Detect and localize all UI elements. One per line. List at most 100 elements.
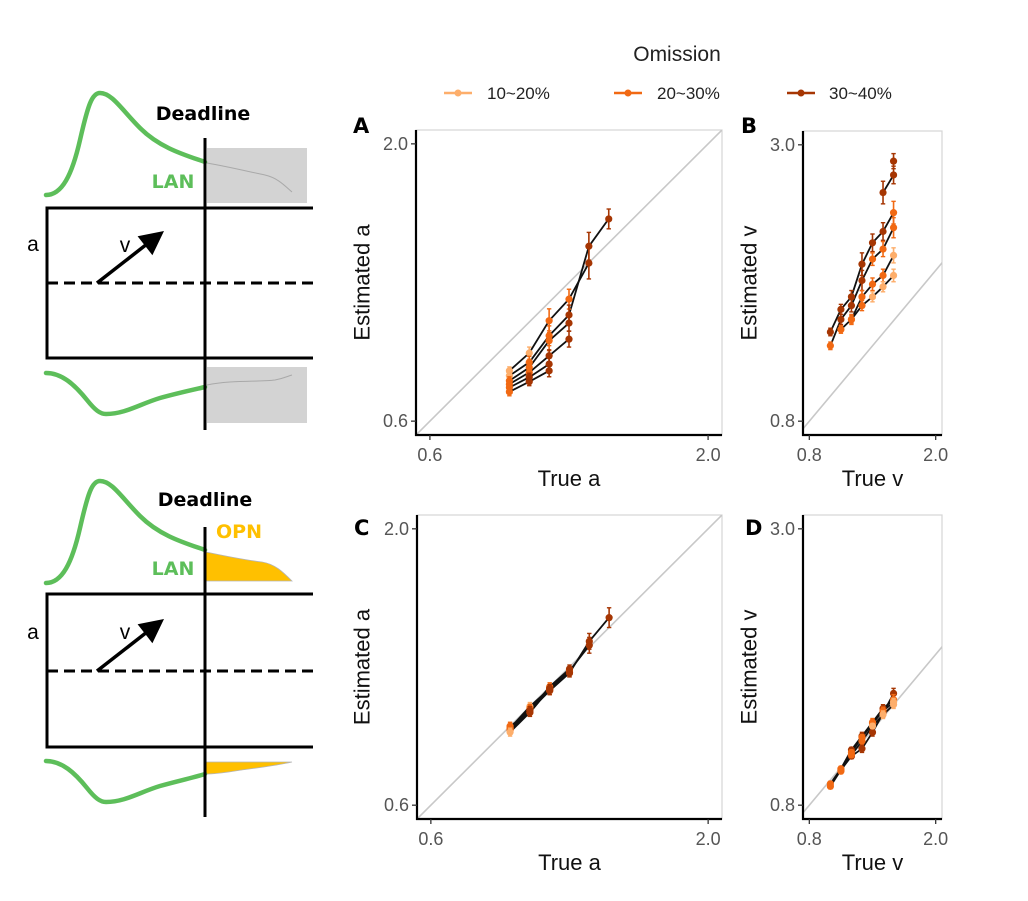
y-tick-label: 0.6	[384, 795, 409, 815]
plot-area	[803, 645, 942, 814]
data-point	[879, 188, 887, 197]
y-axis-title: Estimated v	[737, 226, 762, 341]
data-point	[847, 315, 856, 324]
data-point	[525, 378, 533, 386]
data-point	[565, 669, 574, 677]
data-point	[826, 328, 834, 336]
data-point	[605, 215, 613, 223]
lan-label: LAN	[152, 558, 195, 580]
data-point	[837, 767, 845, 775]
y-tick-label: 2.0	[384, 519, 409, 539]
lan-density-upper	[43, 478, 208, 586]
data-point	[858, 293, 866, 301]
legend-label: 20~30%	[657, 84, 720, 103]
data-point	[847, 302, 856, 310]
data-point	[858, 745, 866, 753]
y-tick-label: 3.0	[770, 135, 795, 155]
identity-line	[803, 261, 942, 430]
data-point	[585, 259, 593, 267]
panel-a: 0.6 2.0 0.6 2.0 True a Estimated a A	[350, 114, 723, 491]
data-point	[889, 157, 898, 165]
x-tick-label: 2.0	[696, 445, 721, 465]
y-tick-label: 3.0	[770, 519, 795, 539]
y-tick-label: 2.0	[383, 134, 408, 154]
data-point	[889, 171, 898, 179]
data-point	[858, 737, 866, 745]
panel-b: 0.8 2.0 0.8 3.0 True v Estimated v B	[737, 114, 948, 491]
data-point	[879, 227, 887, 236]
data-point	[879, 711, 887, 719]
deadline-label: Deadline	[156, 103, 251, 125]
legend-item-10-20: 10~20%	[444, 84, 550, 103]
panel-c: 0.6 2.0 0.6 2.0 True a Estimated a C	[350, 514, 723, 875]
y-axis-title: Estimated a	[350, 608, 375, 725]
data-point	[565, 319, 573, 327]
data-point	[889, 701, 898, 709]
diagram-lan-excluded: Deadline LAN v a	[27, 90, 313, 430]
plot-area	[416, 130, 722, 435]
data-point	[565, 335, 573, 343]
series-line	[508, 218, 610, 377]
data-point	[505, 367, 513, 375]
panel-d: 0.8 2.0 0.8 3.0 True v Estimated v D	[737, 514, 948, 875]
lan-density-lower	[43, 370, 208, 417]
drift-arrow-icon	[95, 619, 164, 673]
boundary-label: a	[27, 621, 39, 644]
data-point	[879, 271, 887, 280]
data-point	[889, 251, 898, 259]
data-point	[868, 280, 877, 288]
plot-area	[417, 515, 722, 819]
data-point	[889, 209, 898, 217]
data-point	[585, 637, 593, 645]
panel-letter: B	[741, 114, 757, 138]
drift-label: v	[120, 234, 131, 257]
data-point	[605, 614, 613, 622]
opn-density-upper	[205, 551, 293, 582]
data-point	[546, 685, 554, 693]
lan-density-upper	[43, 90, 208, 198]
data-point	[826, 342, 834, 350]
x-axis-title: True a	[538, 850, 602, 875]
data-point	[525, 349, 533, 357]
data-point	[585, 242, 593, 250]
excluded-density-trace-lower	[206, 374, 293, 386]
excluded-density-trace-upper	[206, 162, 293, 193]
panel-letter: A	[353, 114, 370, 138]
data-point	[505, 388, 513, 396]
data-point	[837, 305, 845, 313]
drift-label: v	[120, 621, 131, 644]
data-point	[837, 325, 845, 334]
y-tick-label: 0.6	[383, 411, 408, 431]
data-point	[526, 708, 534, 717]
opn-label: OPN	[216, 521, 262, 543]
data-point	[858, 302, 866, 310]
series-line	[508, 322, 570, 382]
plot-area	[803, 152, 942, 430]
data-point	[889, 224, 898, 232]
data-point	[847, 751, 856, 759]
x-axis-title: True v	[842, 850, 904, 875]
data-point	[545, 337, 553, 345]
data-point	[505, 372, 513, 380]
legend-point-swatch	[797, 89, 805, 97]
x-tick-label: 0.6	[418, 829, 443, 849]
identity-line	[803, 645, 942, 814]
data-point	[826, 780, 834, 788]
panel-border	[802, 514, 943, 820]
excluded-region-lower	[207, 367, 307, 423]
data-point	[868, 728, 877, 736]
legend-point-swatch	[624, 89, 632, 97]
data-point	[858, 260, 866, 268]
legend-item-20-30: 20~30%	[614, 84, 720, 103]
x-tick-label: 2.0	[923, 829, 948, 849]
panel-letter: C	[354, 516, 369, 540]
data-point	[837, 315, 845, 324]
y-axis-title: Estimated a	[350, 224, 375, 341]
y-axis-title: Estimated v	[737, 610, 762, 725]
data-point	[868, 293, 877, 301]
x-tick-label: 2.0	[696, 829, 721, 849]
data-point	[858, 276, 866, 285]
data-point	[545, 317, 553, 325]
x-tick-label: 0.8	[797, 445, 822, 465]
